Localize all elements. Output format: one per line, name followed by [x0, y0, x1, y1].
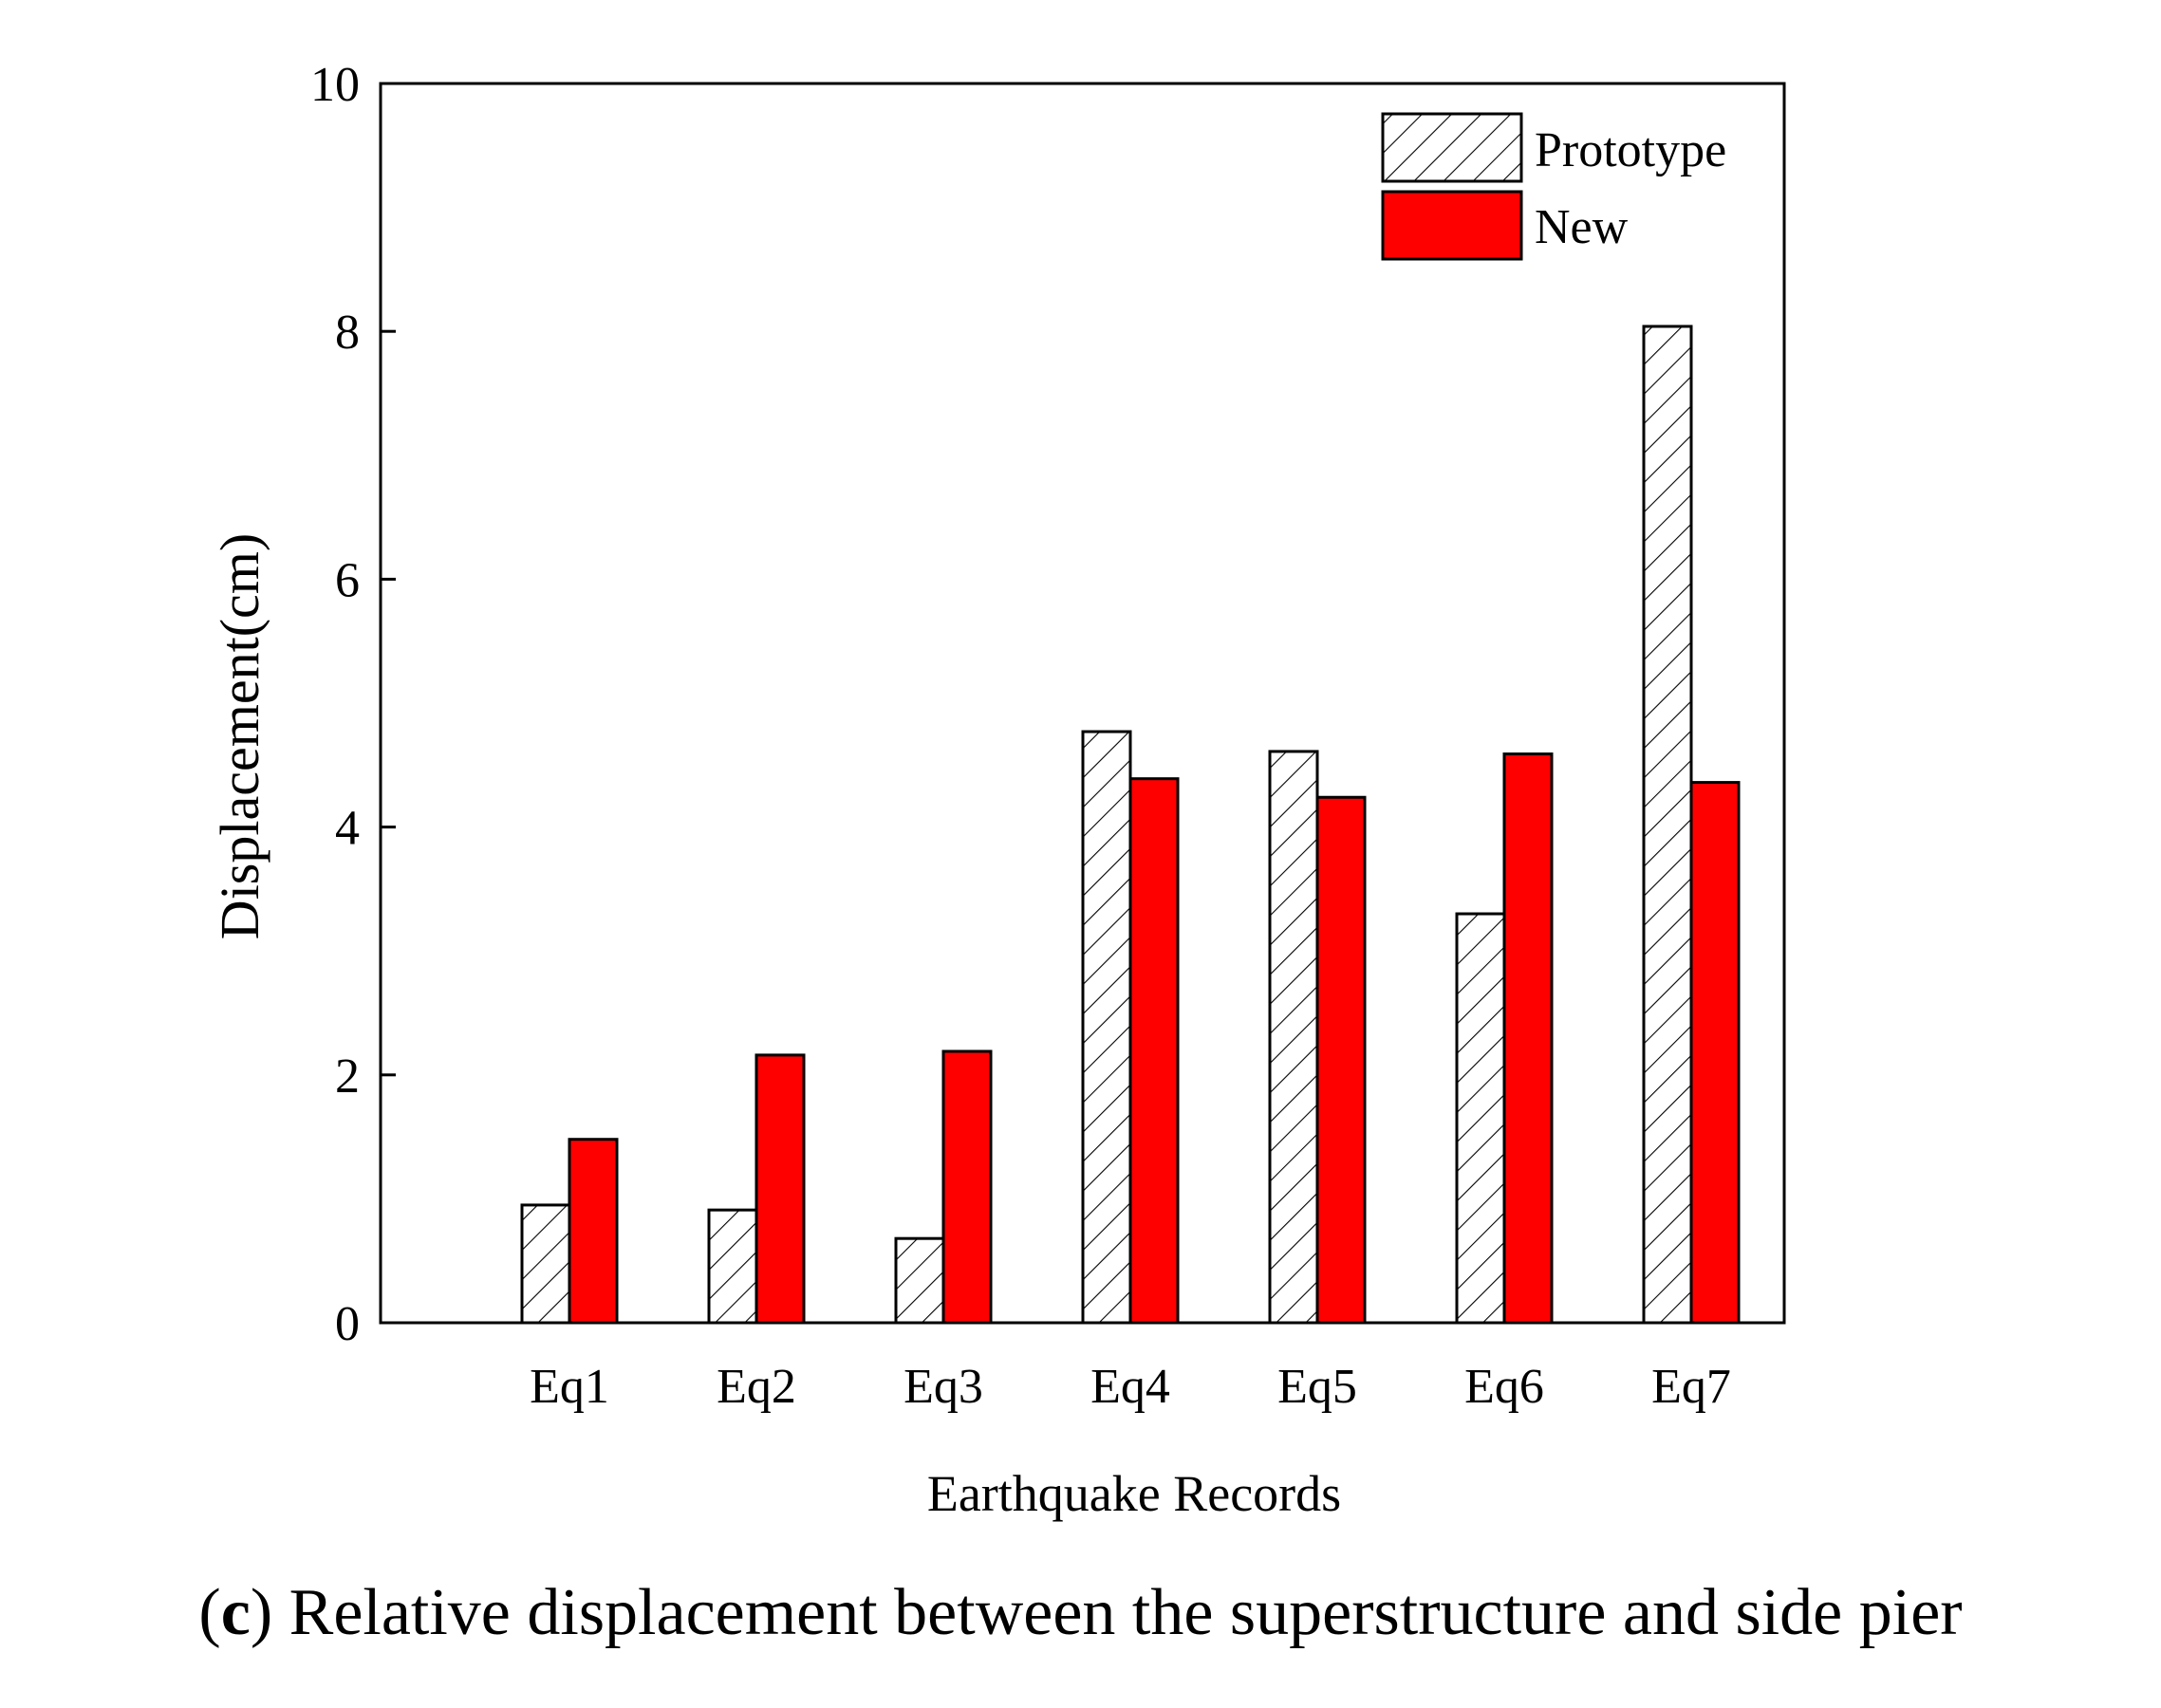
bar-new-eq4 — [1128, 777, 1180, 1325]
y-tick-label: 0 — [335, 1297, 360, 1351]
x-tick-label: Eq5 — [1277, 1360, 1357, 1414]
y-tick-label: 8 — [335, 306, 360, 360]
legend-swatch-new — [1381, 190, 1523, 261]
legend-label-prototype: Prototype — [1535, 123, 1726, 177]
x-axis-label: Earthquake Records — [927, 1465, 1341, 1522]
bar-prototype-eq2 — [707, 1208, 758, 1325]
bar-new-eq1 — [568, 1138, 619, 1325]
x-tick-label: Eq2 — [717, 1360, 796, 1414]
y-axis: 0 2 4 6 8 10 — [310, 58, 396, 1351]
plot-frame — [379, 82, 1786, 1325]
caption-text: ) Relative displacement between the supe… — [250, 1576, 1963, 1649]
legend: Prototype New — [1381, 112, 1726, 261]
bar-prototype-eq5 — [1268, 750, 1319, 1325]
x-axis: Eq1 Eq2 Eq3 Eq4 Eq5 Eq6 Eq7 — [530, 1360, 1731, 1414]
y-tick-label: 6 — [335, 553, 360, 607]
bar-new-eq6 — [1502, 752, 1554, 1325]
caption-open-paren: ( — [198, 1576, 221, 1649]
bar-new-eq2 — [754, 1053, 806, 1325]
bar-prototype-eq6 — [1455, 912, 1506, 1325]
caption-panel-label: c — [220, 1576, 251, 1649]
bar-prototype-eq4 — [1081, 730, 1132, 1325]
y-tick-label: 10 — [310, 58, 360, 112]
y-axis-label: Displacement(cm) — [209, 533, 270, 939]
y-tick-label: 2 — [335, 1049, 360, 1104]
x-tick-label: Eq4 — [1090, 1360, 1170, 1414]
bar-prototype-eq1 — [520, 1203, 571, 1325]
bars — [520, 325, 1741, 1325]
legend-swatch-prototype — [1381, 112, 1523, 183]
y-tick-label: 4 — [335, 802, 360, 856]
bar-prototype-eq3 — [894, 1236, 945, 1325]
x-tick-label: Eq1 — [530, 1360, 609, 1414]
bar-prototype-eq7 — [1642, 325, 1693, 1325]
bar-new-eq7 — [1689, 781, 1741, 1325]
bar-new-eq3 — [941, 1049, 993, 1325]
figure-caption: (c) Relative displacement between the su… — [0, 1570, 2161, 1656]
x-tick-label: Eq7 — [1651, 1360, 1731, 1414]
bar-new-eq5 — [1315, 795, 1367, 1325]
legend-label-new: New — [1535, 200, 1629, 254]
x-tick-label: Eq3 — [904, 1360, 983, 1414]
x-tick-label: Eq6 — [1464, 1360, 1544, 1414]
